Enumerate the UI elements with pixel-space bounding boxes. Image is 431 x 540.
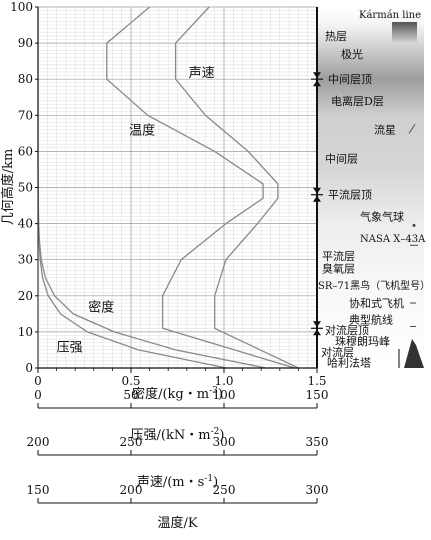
y-tick-label: 70: [18, 108, 33, 122]
curve-label: 压强: [57, 340, 83, 355]
meteor-icon: [408, 124, 416, 134]
curve-label: 密度: [88, 300, 114, 316]
layer-arrow-icon: [313, 329, 321, 336]
layer-arrow-icon: [313, 72, 321, 79]
atmosphere-panel: [317, 7, 424, 368]
x-axes: 0 0.5 1.0 1.5 密度/(kg・m-3) 0 50 100 150 压强/(kN・m-2…: [27, 367, 329, 531]
atmosphere-label: 中间层: [325, 153, 358, 166]
x-axis-label-part: ): [218, 387, 223, 402]
x-tick-label: 300: [306, 483, 329, 497]
y-tick-label: 10: [18, 325, 33, 339]
x-tick-label: 300: [213, 435, 236, 449]
atmosphere-label: 极光: [341, 47, 363, 61]
x-axis-label-part: 声速/(m・s: [137, 475, 204, 490]
layer-arrow-icon: [313, 187, 321, 194]
y-tick-label: 20: [18, 289, 33, 303]
x-tick-label: 0: [34, 388, 42, 402]
y-tick-label: 60: [18, 144, 33, 158]
x-tick-label: 50: [123, 388, 138, 402]
y-tick-label: 100: [10, 0, 33, 14]
series-line-温度: [106, 6, 295, 369]
x-axis-label-part: -1: [204, 474, 213, 484]
x-axis-label-part: 密度/(kg・m: [132, 386, 209, 402]
atmosphere-label: 对流层: [321, 345, 354, 359]
atmosphere-label: NASA X–43A: [360, 234, 426, 245]
y-tick-label: 90: [18, 36, 33, 50]
x-tick-label: 350: [306, 435, 329, 449]
atmosphere-label: 电离层D层: [331, 94, 384, 108]
layer-arrow-icon: [313, 195, 321, 202]
x-axis-label: 密度/(kg・m-3): [132, 386, 223, 402]
y-tick-label: 40: [18, 217, 33, 231]
x-tick-label: 0.5: [121, 374, 140, 388]
x-axis-label-part: ): [219, 428, 224, 443]
x-tick-label: 1.5: [307, 374, 326, 388]
y-tick-label: 30: [18, 253, 33, 267]
x-axis-label: 压强/(kN・m-2): [131, 427, 225, 443]
x-tick-label: 250: [213, 483, 236, 497]
atmosphere-label: 哈利法塔: [327, 356, 371, 370]
x-tick-label: 200: [120, 483, 143, 497]
y-axis-label: 几何高度/km: [0, 149, 16, 226]
weather-balloon-icon: [412, 223, 416, 227]
atmosphere-label: 臭氧层: [322, 262, 355, 276]
atmosphere-label: 平流层: [322, 249, 355, 263]
x-tick-label: 150: [306, 388, 329, 402]
atmosphere-label: 热层: [325, 30, 347, 43]
curve-label: 温度: [129, 123, 155, 139]
x-axis-label-part: 温度/K: [157, 515, 197, 531]
y-tick-label: 50: [18, 181, 33, 195]
x-tick-label: 0: [34, 374, 42, 388]
series-line-声速: [174, 6, 299, 369]
atmosphere-label: 气象气球: [360, 209, 404, 223]
y-axis: 0 10 20 30 40 50 60 70 80 90 100: [10, 0, 39, 375]
atmosphere-label: 对流层顶: [325, 323, 369, 337]
layer-arrow-icon: [313, 321, 321, 328]
atmosphere-label: 中间层顶: [328, 73, 372, 86]
x-tick-label: 200: [27, 435, 50, 449]
x-axis-label-part: ): [213, 475, 218, 490]
x-axis-label-part: -3: [209, 386, 218, 396]
atmosphere-label: SR–71黑鸟（飞机型号）: [318, 279, 430, 292]
atmosphere-label: 珠穆朗玛峰: [335, 334, 390, 348]
x-tick-label: 1.0: [214, 374, 233, 388]
x-tick-label: 250: [120, 435, 143, 449]
atmosphere-label: Kármán line: [359, 10, 421, 21]
karman-banner-icon: [392, 22, 417, 44]
atmosphere-label: 平流层顶: [328, 188, 372, 202]
curve-label: 声速: [189, 66, 215, 81]
grid: [37, 6, 318, 369]
mountain-icon: [404, 339, 424, 368]
x-axis-label: 温度/K: [157, 515, 197, 531]
x-tick-label: 150: [27, 483, 50, 497]
atmosphere-label: 典型航线: [349, 312, 393, 326]
x-axis-label: 声速/(m・s-1): [137, 474, 218, 490]
atmosphere-label: 协和式飞机: [349, 296, 404, 310]
x-tick-label: 100: [213, 388, 236, 402]
y-tick-label: 0: [25, 361, 33, 375]
atmosphere-label: 流星: [374, 123, 396, 137]
x-axis-label-part: 压强/(kN・m: [131, 428, 211, 443]
y-tick-label: 80: [18, 72, 33, 86]
x-axis-label-part: -2: [211, 427, 220, 437]
layer-arrow-icon: [313, 80, 321, 87]
